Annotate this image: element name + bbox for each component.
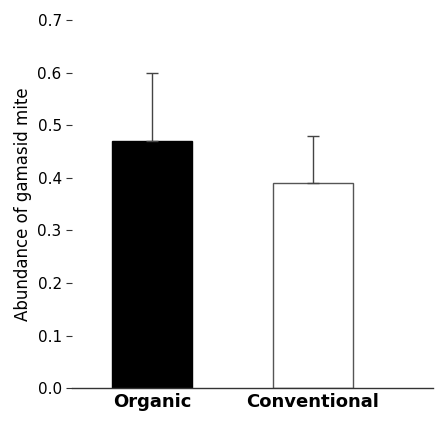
Bar [112, 141, 193, 388]
Bar [273, 183, 353, 388]
Y-axis label: Abundance of gamasid mite: Abundance of gamasid mite [14, 87, 32, 321]
